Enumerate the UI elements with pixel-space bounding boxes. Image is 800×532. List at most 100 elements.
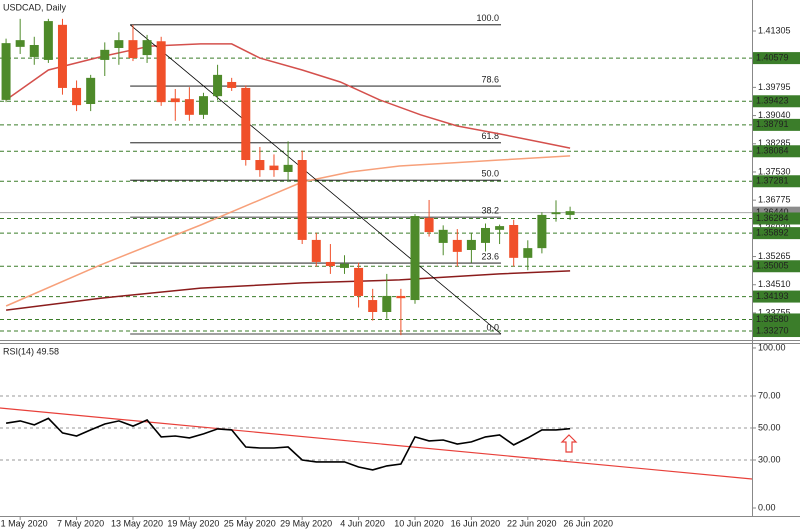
level-label: 1.33580 bbox=[756, 314, 789, 324]
candle-body bbox=[424, 217, 434, 233]
candle-body bbox=[227, 81, 237, 88]
candle-body bbox=[241, 87, 251, 161]
x-tick-label: 13 May 2020 bbox=[111, 518, 163, 528]
level-box bbox=[753, 212, 800, 225]
moving-average bbox=[5, 43, 571, 149]
candle-body bbox=[1, 43, 11, 100]
candle-body bbox=[537, 214, 547, 249]
candle-body bbox=[466, 239, 476, 251]
candle-body bbox=[495, 226, 505, 230]
candle-body bbox=[339, 263, 349, 268]
y-tick-label: 50.00 bbox=[758, 422, 781, 432]
last-price-label: 1.36440 bbox=[756, 207, 789, 217]
candle-body bbox=[311, 239, 321, 262]
x-tick-label: 25 May 2020 bbox=[224, 518, 276, 528]
x-tick-label: 1 May 2020 bbox=[1, 518, 48, 528]
fib-label: 38.2 bbox=[481, 206, 499, 216]
level-box bbox=[753, 313, 800, 326]
candle-body bbox=[410, 216, 420, 301]
candle-body bbox=[523, 248, 533, 258]
candle-body bbox=[480, 227, 490, 243]
candle-body bbox=[57, 24, 67, 88]
y-tick-label: 0.00 bbox=[758, 502, 776, 512]
candle-body bbox=[170, 98, 180, 103]
candle-body bbox=[142, 40, 152, 56]
candle-body bbox=[354, 267, 364, 296]
y-tick-label: 1.33755 bbox=[758, 307, 791, 317]
level-label: 1.35892 bbox=[756, 228, 789, 238]
candle-body bbox=[509, 224, 519, 258]
fib-label: 78.6 bbox=[481, 74, 499, 84]
candle-body bbox=[156, 41, 166, 103]
level-box bbox=[753, 95, 800, 108]
candle-body bbox=[29, 44, 39, 57]
candle-body bbox=[396, 295, 406, 299]
candle-body bbox=[325, 261, 335, 267]
x-tick-label: 29 May 2020 bbox=[280, 518, 332, 528]
x-tick-label: 4 Jun 2020 bbox=[340, 518, 385, 528]
level-box bbox=[753, 325, 800, 338]
candle-body bbox=[283, 164, 293, 172]
candle-body bbox=[452, 239, 462, 252]
level-label: 1.38791 bbox=[756, 119, 789, 129]
candle-body bbox=[86, 77, 96, 104]
candle-body bbox=[128, 40, 138, 59]
level-box bbox=[753, 175, 800, 188]
trendline bbox=[129, 24, 502, 335]
moving-average bbox=[5, 155, 571, 307]
y-tick-label: 1.41305 bbox=[758, 25, 791, 35]
candle-body bbox=[72, 87, 82, 106]
y-tick-label: 100.00 bbox=[758, 342, 786, 352]
trendline bbox=[0, 407, 753, 480]
level-box bbox=[753, 290, 800, 303]
candle-body bbox=[15, 40, 25, 47]
level-box bbox=[753, 145, 800, 158]
fib-label: 50.0 bbox=[481, 169, 499, 179]
level-label: 1.40579 bbox=[756, 52, 789, 62]
fib-label: 23.6 bbox=[481, 251, 499, 261]
x-tick-label: 22 Jun 2020 bbox=[507, 518, 557, 528]
level-box bbox=[753, 52, 800, 65]
y-tick-label: 30.00 bbox=[758, 454, 781, 464]
candle-body bbox=[368, 300, 378, 312]
candle-body bbox=[114, 40, 124, 48]
x-tick-label: 26 Jun 2020 bbox=[563, 518, 613, 528]
candle-body bbox=[551, 212, 561, 215]
candle-body bbox=[269, 165, 279, 171]
rsi-title: RSI(14) 49.58 bbox=[3, 346, 59, 356]
moving-average bbox=[6, 270, 571, 311]
rsi-line bbox=[5, 417, 571, 471]
y-tick-label: 70.00 bbox=[758, 390, 781, 400]
candle-body bbox=[213, 74, 223, 97]
candle-body bbox=[438, 229, 448, 243]
candle-body bbox=[184, 99, 194, 115]
level-label: 1.35005 bbox=[756, 261, 789, 271]
up-arrow bbox=[560, 434, 578, 453]
fib-label: 100.0 bbox=[476, 13, 499, 23]
candle-body bbox=[255, 160, 265, 171]
level-label: 1.33270 bbox=[756, 325, 789, 335]
chart-title: USDCAD, Daily bbox=[3, 2, 67, 12]
fib-label: 61.8 bbox=[481, 131, 499, 141]
candle-body bbox=[565, 211, 575, 215]
candle-body bbox=[382, 295, 392, 312]
level-box bbox=[753, 260, 800, 273]
y-tick-label: 1.37530 bbox=[758, 166, 791, 176]
level-label: 1.36284 bbox=[756, 213, 789, 223]
y-tick-label: 1.34510 bbox=[758, 279, 791, 289]
candle-body bbox=[100, 49, 110, 60]
level-label: 1.34193 bbox=[756, 291, 789, 301]
candle-body bbox=[198, 96, 208, 115]
x-tick-label: 10 Jun 2020 bbox=[394, 518, 444, 528]
y-tick-label: 1.36775 bbox=[758, 195, 791, 205]
y-tick-label: 1.35265 bbox=[758, 251, 791, 261]
y-tick-label: 1.38285 bbox=[758, 138, 791, 148]
candle-body bbox=[297, 160, 307, 240]
level-label: 1.37281 bbox=[756, 176, 789, 186]
y-tick-label: 1.39040 bbox=[758, 110, 791, 120]
level-label: 1.38084 bbox=[756, 146, 789, 156]
candle-body bbox=[43, 21, 53, 60]
x-tick-label: 16 Jun 2020 bbox=[451, 518, 501, 528]
level-box bbox=[753, 118, 800, 131]
